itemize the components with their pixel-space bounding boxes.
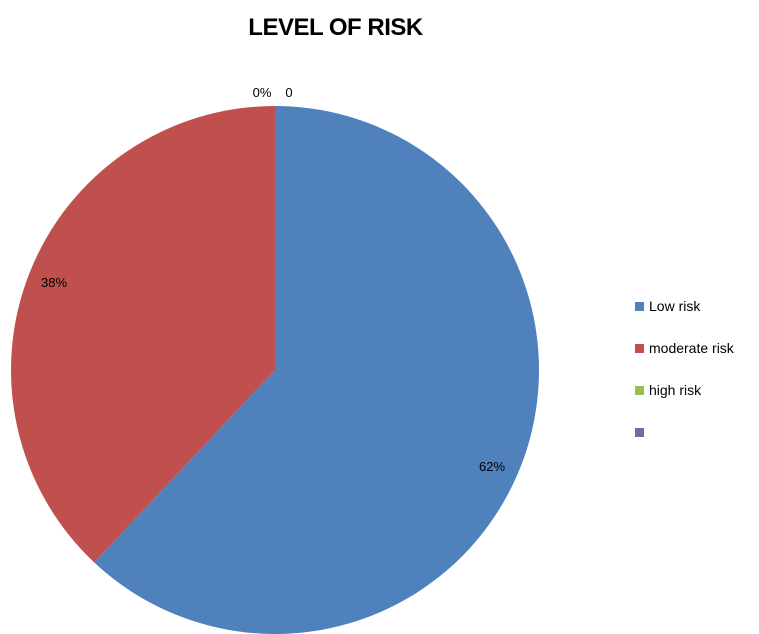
legend-item-moderate-risk: moderate risk <box>635 338 734 358</box>
data-label-unnamed: 0 <box>285 85 292 100</box>
data-label-low-risk: 62% <box>479 459 505 474</box>
legend-label: moderate risk <box>649 340 734 356</box>
legend-item-unnamed <box>635 422 734 442</box>
legend: Low risk moderate risk high risk <box>635 296 734 464</box>
legend-swatch <box>635 301 644 311</box>
pie-slice-moderate-risk <box>10 106 275 563</box>
legend-swatch <box>635 343 644 353</box>
data-label-high-risk: 0% <box>253 85 272 100</box>
data-label-moderate-risk: 38% <box>41 275 67 290</box>
legend-item-high-risk: high risk <box>635 380 734 400</box>
legend-label: Low risk <box>649 298 701 314</box>
chart-title: LEVEL OF RISK <box>248 14 423 41</box>
legend-item-low-risk: Low risk <box>635 296 734 316</box>
legend-label: high risk <box>649 382 702 398</box>
legend-swatch <box>635 385 644 395</box>
legend-swatch <box>635 427 644 437</box>
pie-slice-low-risk <box>94 106 539 634</box>
